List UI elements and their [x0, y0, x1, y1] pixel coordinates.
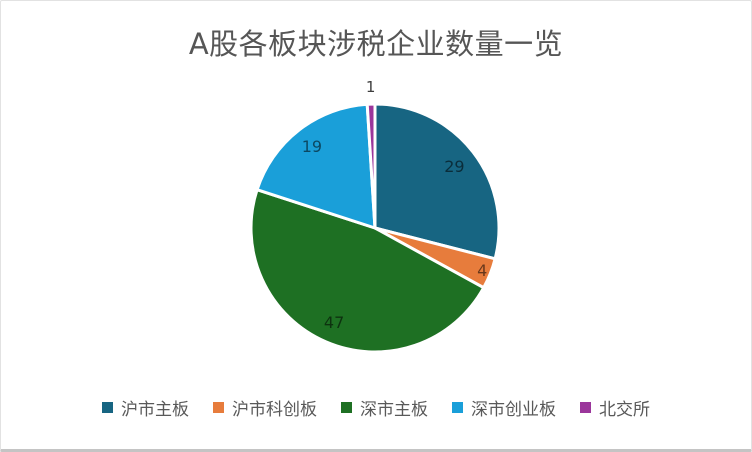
legend-swatch-icon: [341, 402, 352, 413]
legend-swatch-icon: [452, 402, 463, 413]
pie-slice-4: [255, 102, 377, 230]
legend-swatch-icon: [102, 402, 113, 413]
legend-swatch-icon: [580, 402, 591, 413]
legend: 沪市主板 沪市科创板 深市主板 深市创业板 北交所: [1, 395, 751, 420]
legend-item-1: 沪市主板: [102, 395, 189, 420]
legend-swatch-icon: [213, 402, 224, 413]
pie-value-label-1: 29: [444, 157, 464, 176]
legend-item-4: 深市创业板: [452, 395, 556, 420]
legend-item-3: 深市主板: [341, 395, 428, 420]
pie-chart-area: 29 4 47 19 1: [225, 78, 525, 378]
chart-title: A股各板块涉税企业数量一览: [188, 27, 564, 61]
legend-item-2: 沪市科创板: [213, 395, 317, 420]
legend-item-5: 北交所: [580, 395, 650, 420]
pie-chart: 29 4 47 19 1: [249, 78, 501, 354]
pie-value-label-3: 47: [324, 313, 344, 332]
pie-slice-3: [249, 188, 486, 354]
pie-value-label-5: 1: [366, 78, 376, 96]
pie-slice-1: [373, 102, 501, 261]
pie-value-label-4: 19: [302, 137, 322, 156]
legend-label: 深市创业板: [471, 400, 556, 420]
legend-label: 沪市主板: [121, 400, 189, 420]
legend-label: 深市主板: [360, 400, 428, 420]
pie-value-label-2: 4: [477, 261, 487, 280]
legend-label: 沪市科创板: [232, 400, 317, 420]
pie-slice-5: [365, 102, 377, 230]
legend-label: 北交所: [599, 400, 650, 420]
